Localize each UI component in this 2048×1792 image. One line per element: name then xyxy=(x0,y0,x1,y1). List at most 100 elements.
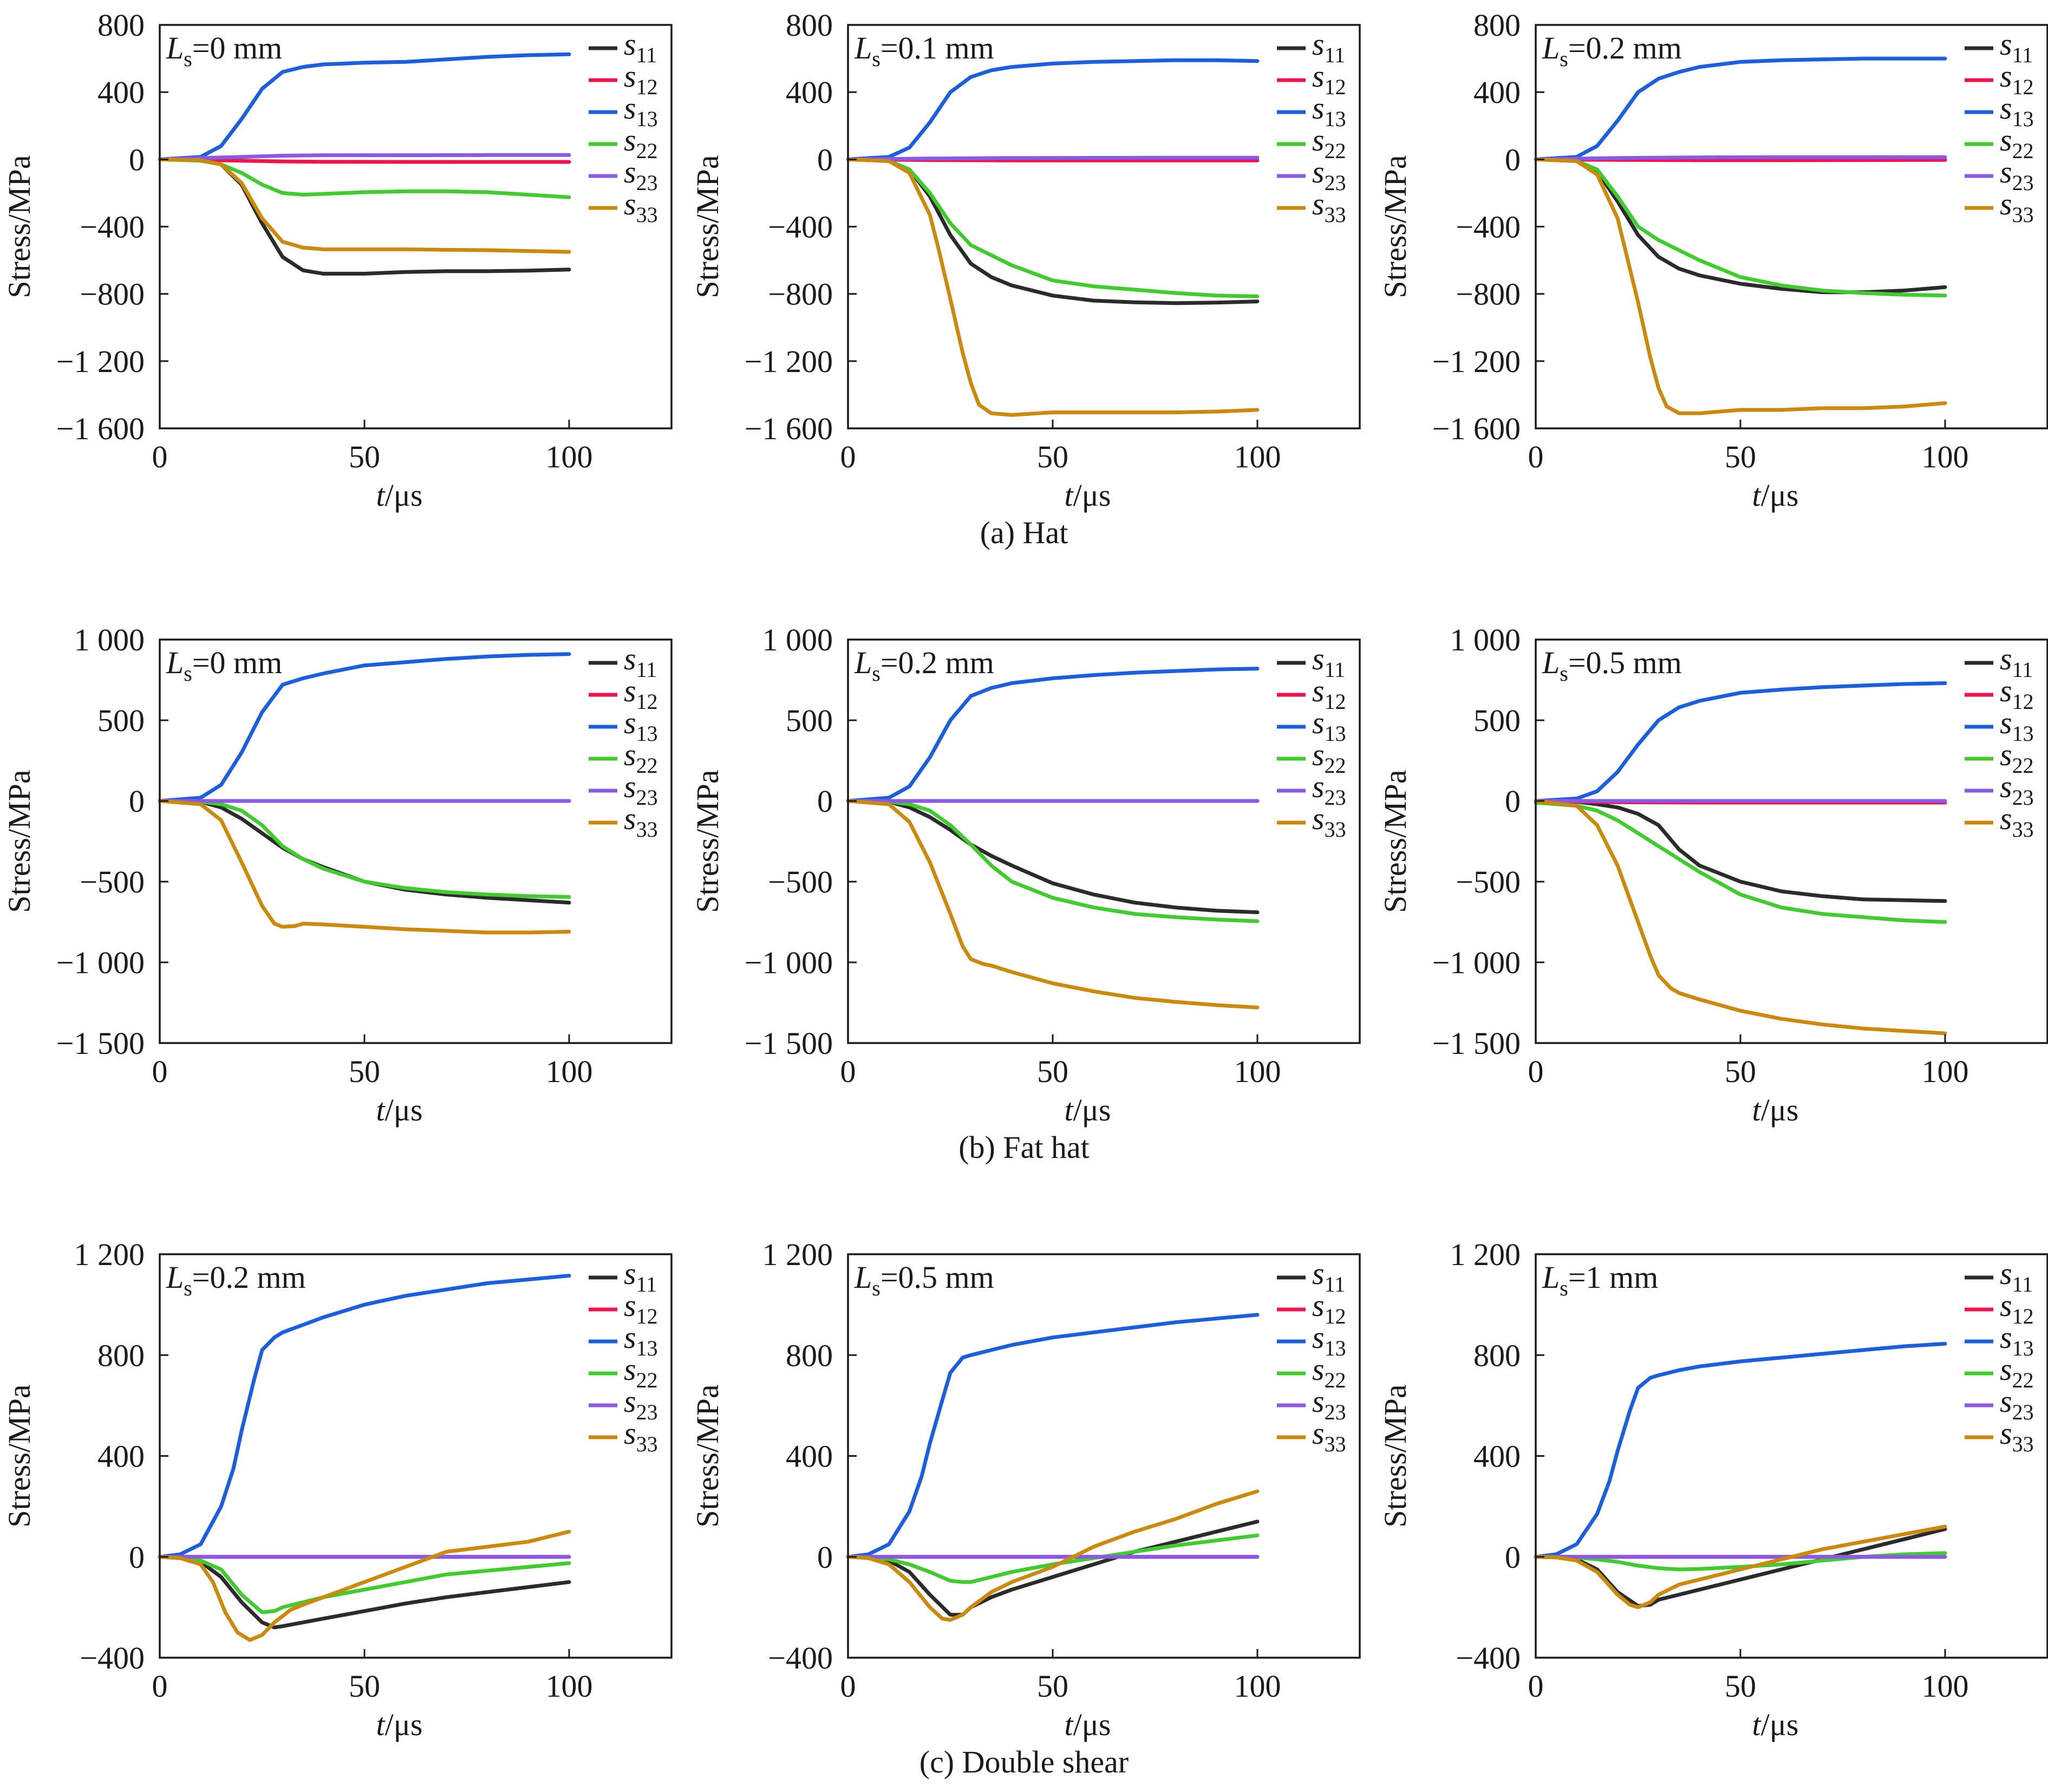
chart-panel: 0 50 100 800 400 0 −400 −800 −1 200 −1 600 t/μs Str… xyxy=(690,8,1361,513)
legend-label: s23 xyxy=(1312,769,1346,810)
x-tick-label: 50 xyxy=(1725,1054,1756,1089)
legend-entry-s33: s33 xyxy=(1965,801,2034,842)
series-line-s13 xyxy=(846,58,1260,161)
legend-entry-s23: s23 xyxy=(1277,154,1346,195)
legend-label: s22 xyxy=(1312,1352,1346,1392)
y-tick-label: −1 600 xyxy=(56,411,145,446)
x-tick-label: 100 xyxy=(546,1054,593,1089)
y-tick-label: 400 xyxy=(1473,1439,1521,1474)
series-lines xyxy=(158,652,571,935)
legend-label: s22 xyxy=(2000,122,2034,163)
panel-label: Ls=0.2 mm xyxy=(1542,30,1682,71)
y-tick-label: 800 xyxy=(786,1338,833,1373)
chart-panel: 0 50 100 800 400 0 −400 −800 −1 200 −1 600 t/μs Str… xyxy=(1378,8,2048,513)
y-tick-label: 0 xyxy=(129,1540,145,1575)
y-tick-label: 0 xyxy=(1505,1540,1521,1575)
legend-label: s33 xyxy=(1312,801,1346,842)
y-tick-label: 0 xyxy=(129,784,145,819)
y-tick-label: 800 xyxy=(1473,1338,1521,1373)
x-tick-label: 0 xyxy=(1528,439,1544,474)
legend-entry-s13: s13 xyxy=(589,90,658,131)
plot-frame xyxy=(1535,1253,2048,1659)
legend-label: s22 xyxy=(624,122,658,163)
series-lines xyxy=(1534,1341,1947,1609)
y-tick-label: −1 500 xyxy=(1432,1026,1521,1061)
series-line-s33 xyxy=(1534,157,1947,415)
series-line-s22 xyxy=(846,1533,1260,1584)
x-tick-label: 0 xyxy=(1528,1669,1544,1704)
y-tick-label: −500 xyxy=(80,864,145,900)
legend-entry-s22: s22 xyxy=(1277,122,1346,163)
legend-label: s11 xyxy=(624,27,657,67)
legend-label: s22 xyxy=(1312,122,1346,163)
legend-label: s23 xyxy=(624,769,658,810)
y-tick-label: −800 xyxy=(1456,277,1521,312)
y-tick-label: −1 600 xyxy=(745,411,833,446)
panel-label: Ls=0.1 mm xyxy=(854,30,994,71)
legend-label: s33 xyxy=(2000,186,2034,227)
x-tick-label: 50 xyxy=(1037,439,1068,474)
legend-entry-s23: s23 xyxy=(1965,1384,2034,1424)
series-line-s11 xyxy=(158,799,571,905)
legend-label: s23 xyxy=(1312,154,1346,195)
legend-label: s13 xyxy=(624,1320,658,1360)
plot-frame xyxy=(847,24,1361,429)
x-tick-label: 50 xyxy=(1037,1669,1068,1704)
legend-entry-s22: s22 xyxy=(589,122,658,163)
legend-entry-s11: s11 xyxy=(589,1256,657,1296)
x-tick-label: 50 xyxy=(1725,1669,1756,1704)
y-tick-label: −400 xyxy=(1456,1640,1521,1676)
legend-label: s11 xyxy=(2000,641,2033,682)
plot-frame xyxy=(847,638,1361,1044)
y-tick-label: 400 xyxy=(1473,75,1521,110)
legend-label: s23 xyxy=(624,154,658,195)
legend-entry-s11: s11 xyxy=(1277,1256,1345,1296)
legend-label: s23 xyxy=(2000,154,2034,195)
legend-label: s13 xyxy=(624,90,658,131)
x-axis-title: t/μs xyxy=(1752,1092,1799,1128)
series-line-s33 xyxy=(1534,799,1947,1035)
legend-entry-s13: s13 xyxy=(589,1320,658,1360)
legend-entry-s22: s22 xyxy=(1277,737,1346,778)
panel-label: Ls=0.5 mm xyxy=(1542,645,1682,686)
legend-entry-s33: s33 xyxy=(1965,1416,2034,1456)
y-tick-label: 1 200 xyxy=(74,1237,145,1272)
legend-label: s12 xyxy=(2000,58,2034,99)
legend-entry-s23: s23 xyxy=(589,154,658,195)
y-tick-label: 1 000 xyxy=(1450,622,1521,657)
series-lines xyxy=(1534,681,1947,1035)
legend-label: s11 xyxy=(1312,641,1345,682)
figure-caption: (c) Double shear xyxy=(919,1744,1129,1780)
series-line-s13 xyxy=(846,667,1260,803)
chart-panel: 0 50 100 1 000 500 0 −500 −1 000 −1 500 t/μs Stres… xyxy=(690,622,1361,1128)
y-tick-label: 800 xyxy=(786,8,833,43)
plot-frame xyxy=(1535,638,2048,1044)
series-line-s11 xyxy=(1534,799,1947,903)
series-line-s22 xyxy=(158,799,571,899)
y-axis-title: Stress/MPa xyxy=(690,155,725,298)
legend-label: s12 xyxy=(624,1288,658,1328)
y-tick-label: 1 200 xyxy=(1450,1237,1521,1272)
legend-label: s23 xyxy=(1312,1384,1346,1424)
x-tick-label: 100 xyxy=(1922,439,1969,474)
y-tick-label: 0 xyxy=(129,142,145,177)
y-tick-label: 500 xyxy=(1473,703,1521,738)
y-tick-label: 800 xyxy=(1473,8,1521,43)
legend-entry-s13: s13 xyxy=(1965,1320,2034,1360)
panel-label: Ls=0 mm xyxy=(166,30,282,71)
legend-label: s22 xyxy=(2000,737,2034,778)
legend-label: s33 xyxy=(624,801,658,842)
y-tick-label: −400 xyxy=(1456,210,1521,245)
y-tick-label: −1 000 xyxy=(745,945,833,980)
series-lines xyxy=(846,667,1260,1009)
legend-label: s22 xyxy=(624,737,658,778)
x-tick-label: 50 xyxy=(349,439,380,474)
legend-entry-s13: s13 xyxy=(1277,90,1346,131)
legend-entry-s12: s12 xyxy=(589,58,658,99)
series-line-s13 xyxy=(158,1274,571,1559)
legend-label: s11 xyxy=(1312,27,1345,67)
legend-entry-s23: s23 xyxy=(589,769,658,810)
legend-label: s23 xyxy=(624,1384,658,1424)
